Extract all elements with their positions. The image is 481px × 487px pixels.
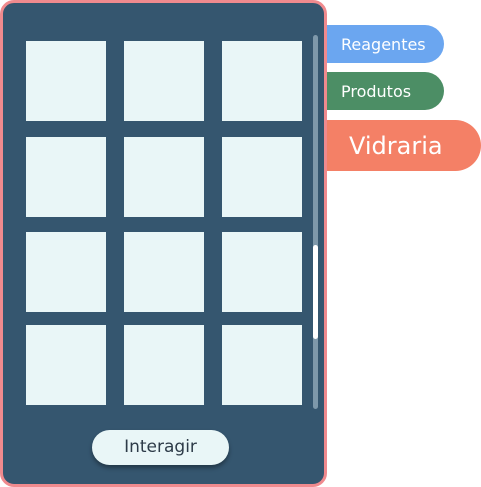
inventory-slot[interactable]: [26, 325, 106, 405]
inventory-slot[interactable]: [222, 325, 302, 405]
tab-vidraria-label: Vidraria: [349, 131, 443, 160]
tab-reagentes[interactable]: Reagentes: [327, 25, 444, 63]
inventory-slot[interactable]: [222, 41, 302, 121]
inventory-slot[interactable]: [124, 41, 204, 121]
interact-button[interactable]: Interagir: [92, 430, 229, 465]
inventory-panel: Interagir: [0, 0, 327, 487]
inventory-slot[interactable]: [124, 137, 204, 217]
tab-reagentes-label: Reagentes: [341, 34, 426, 54]
inventory-slot[interactable]: [222, 232, 302, 312]
tab-produtos[interactable]: Produtos: [327, 72, 444, 110]
inventory-slot[interactable]: [26, 232, 106, 312]
inventory-slot[interactable]: [124, 325, 204, 405]
inventory-slot[interactable]: [26, 41, 106, 121]
tab-produtos-label: Produtos: [341, 81, 412, 101]
inventory-slot[interactable]: [222, 137, 302, 217]
inventory-slot[interactable]: [26, 137, 106, 217]
scrollbar-thumb[interactable]: [313, 245, 318, 339]
inventory-grid: [23, 39, 305, 407]
tab-vidraria[interactable]: Vidraria: [327, 120, 481, 171]
inventory-scrollbar[interactable]: [313, 35, 318, 409]
inventory-slot[interactable]: [124, 232, 204, 312]
